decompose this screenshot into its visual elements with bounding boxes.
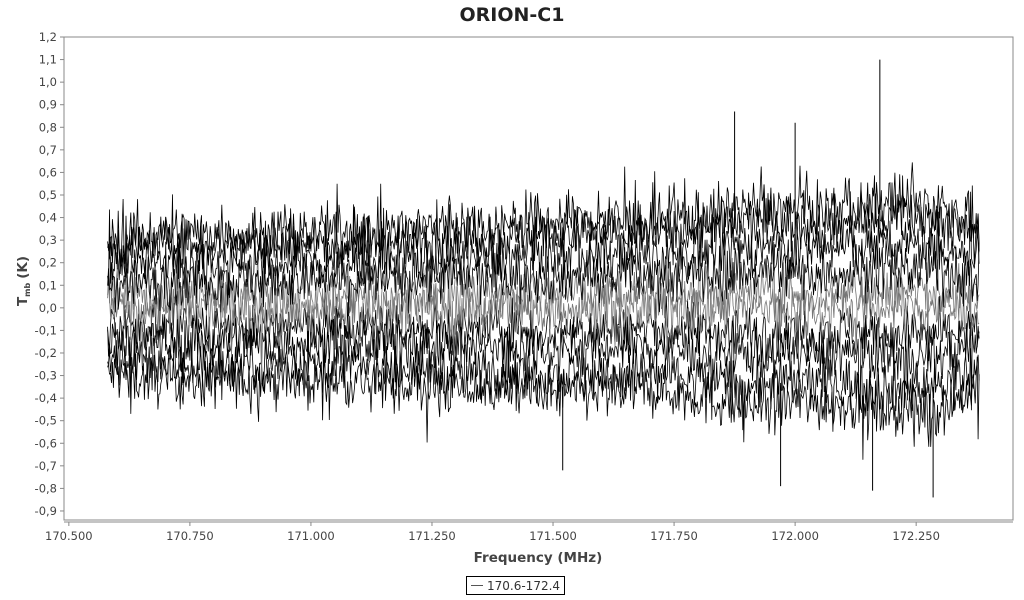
y-tick-label: 1,2 [39, 30, 57, 44]
y-tick-label: 1,0 [39, 75, 57, 89]
y-tick-label: 0,3 [39, 233, 57, 247]
x-tick-label: 171.250 [408, 529, 456, 543]
y-tick-label: 0,0 [39, 301, 57, 315]
x-tick-label: 171.750 [650, 529, 698, 543]
y-tick-label: 0,1 [39, 278, 57, 292]
y-tick-label: -0,6 [35, 436, 57, 450]
y-tick-label: -0,5 [35, 414, 57, 428]
spectrum-trace [107, 288, 980, 383]
spectrum-trace [107, 345, 980, 447]
y-tick-label: 0,9 [39, 98, 57, 112]
y-tick-label: 1,1 [39, 53, 57, 67]
y-axis-label-unit: (K) [15, 256, 31, 279]
chart-title: ORION-C1 [459, 4, 565, 26]
spectrum-trace [107, 305, 980, 420]
y-tick-label: -0,7 [35, 459, 57, 473]
spectrum-trace [107, 229, 980, 330]
x-tick-label: 170.500 [45, 529, 93, 543]
y-tick-label: 0,6 [39, 165, 57, 179]
x-tick-label: 172.250 [892, 529, 940, 543]
y-tick-label: -0,3 [35, 369, 57, 383]
y-axis-label-main: T [15, 296, 31, 306]
y-axis-label-sub: mb [23, 282, 32, 296]
y-tick-label: 0,2 [39, 256, 57, 270]
y-tick-label: -0,9 [35, 504, 57, 518]
y-tick-label: -0,8 [35, 481, 57, 495]
legend-swatch [471, 585, 483, 586]
series-traces [107, 59, 980, 498]
spectrum-trace [107, 162, 980, 270]
x-tick-label: 172.000 [771, 529, 819, 543]
spectrum-trace [107, 328, 980, 460]
x-axis: 170.500 170.750 171.000 171.250 171.500 171.7… [45, 521, 1013, 543]
y-tick-label: 0,7 [39, 143, 57, 157]
y-tick-label: 0,8 [39, 120, 57, 134]
spectrum-trace [107, 211, 980, 317]
spectrum-trace [107, 172, 980, 283]
y-axis: 1,2 1,1 1,0 0,9 0,8 0,7 0,6 0,5 0,4 0,3 0,2 0,1 0,0 -… [35, 30, 64, 518]
legend-label: 170.6-172.4 [487, 578, 561, 593]
x-tick-label: 170.750 [166, 529, 214, 543]
legend: 170.6-172.4 [466, 576, 566, 595]
spectrum-trace [107, 269, 980, 384]
y-tick-label: -0,1 [35, 323, 57, 337]
y-axis-label: Tmb (K) [15, 256, 32, 306]
y-tick-label: 0,5 [39, 188, 57, 202]
y-tick-label: 0,4 [39, 211, 57, 225]
y-tick-label: -0,4 [35, 391, 57, 405]
x-tick-label: 171.500 [529, 529, 577, 543]
x-axis-label: Frequency (MHz) [474, 550, 603, 566]
spectrum-trace [107, 191, 980, 296]
y-tick-label: -0,2 [35, 346, 57, 360]
x-tick-label: 171.000 [287, 529, 335, 543]
